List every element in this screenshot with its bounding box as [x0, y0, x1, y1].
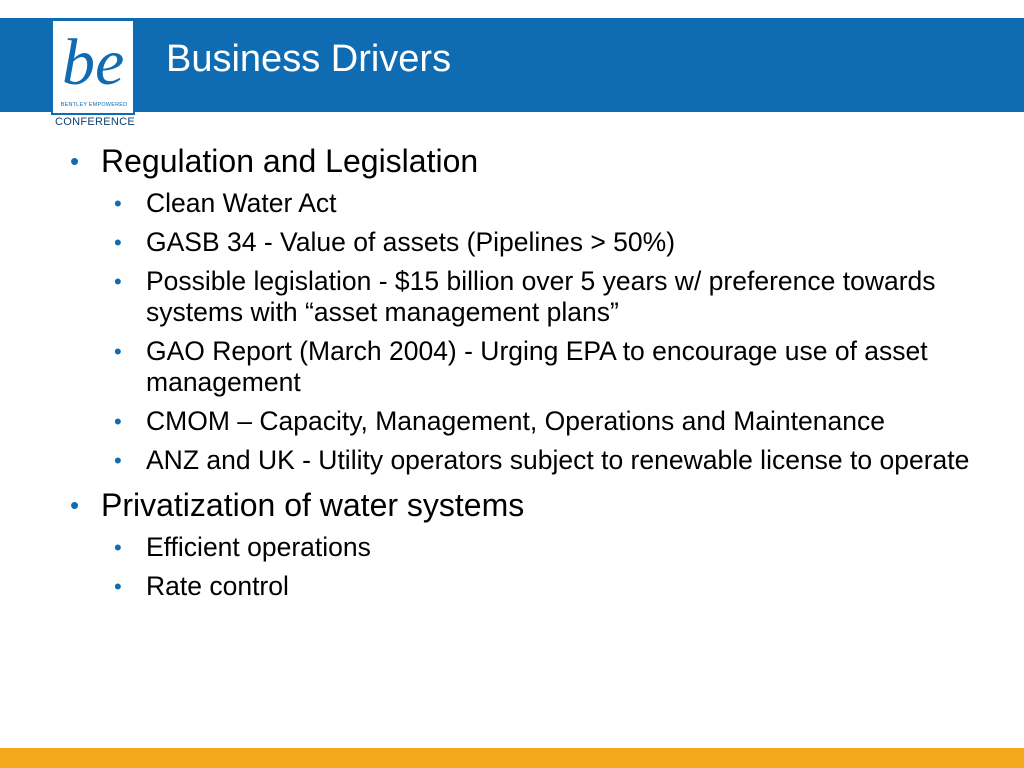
bullet-glyph: • [114, 574, 122, 599]
slide-title: Business Drivers [166, 38, 452, 80]
bullet-glyph: • [114, 191, 122, 216]
bullet-glyph: • [114, 409, 122, 434]
bullet-text: Regulation and Legislation [101, 143, 479, 179]
sub-bullet-item: • Efficient operations [60, 532, 980, 563]
bullet-glyph: • [114, 269, 122, 294]
bullet-glyph: • [70, 490, 80, 520]
sub-bullet-text: ANZ and UK - Utility operators subject t… [146, 445, 970, 475]
bullet-list: • Regulation and Legislation • Clean Wat… [60, 140, 980, 602]
sub-bullet-text: Efficient operations [146, 532, 371, 562]
logo-tagline: BENTLEY EMPOWERED [60, 102, 128, 108]
sub-bullet-text: CMOM – Capacity, Management, Operations … [146, 406, 885, 436]
conference-logo: be BENTLEY EMPOWERED CONFERENCE [48, 12, 142, 130]
bullet-glyph: • [114, 230, 122, 255]
sub-bullet-text: Possible legislation - $15 billion over … [146, 266, 936, 327]
sub-bullet-text: Clean Water Act [146, 188, 337, 218]
logo-box [51, 19, 135, 115]
bullet-glyph: • [114, 339, 122, 364]
bullet-item: • Regulation and Legislation [60, 142, 980, 180]
sub-bullet-text: GASB 34 - Value of assets (Pipelines > 5… [146, 227, 676, 257]
sub-bullet-item: • Possible legislation - $15 billion ove… [60, 266, 980, 328]
sub-bullet-item: • ANZ and UK - Utility operators subject… [60, 445, 980, 476]
bullet-glyph: • [70, 146, 80, 176]
footer-bar [0, 748, 1024, 768]
bullet-glyph: • [114, 535, 122, 560]
sub-bullet-item: • CMOM – Capacity, Management, Operation… [60, 406, 980, 437]
bullet-text: Privatization of water systems [101, 487, 525, 523]
sub-bullet-item: • GAO Report (March 2004) - Urging EPA t… [60, 336, 980, 398]
bullet-item: • Privatization of water systems [60, 486, 980, 524]
sub-bullet-item: • GASB 34 - Value of assets (Pipelines >… [60, 227, 980, 258]
header-bar [0, 18, 1024, 112]
sub-bullet-item: • Rate control [60, 571, 980, 602]
logo-conference: CONFERENCE [54, 116, 135, 128]
sub-bullet-text: GAO Report (March 2004) - Urging EPA to … [146, 336, 928, 397]
sub-bullet-text: Rate control [146, 571, 289, 601]
be-logo-mark: be [62, 26, 124, 99]
logo-mark-text: be [62, 26, 124, 99]
bullet-glyph: • [114, 448, 122, 473]
sub-bullet-item: • Clean Water Act [60, 188, 980, 219]
